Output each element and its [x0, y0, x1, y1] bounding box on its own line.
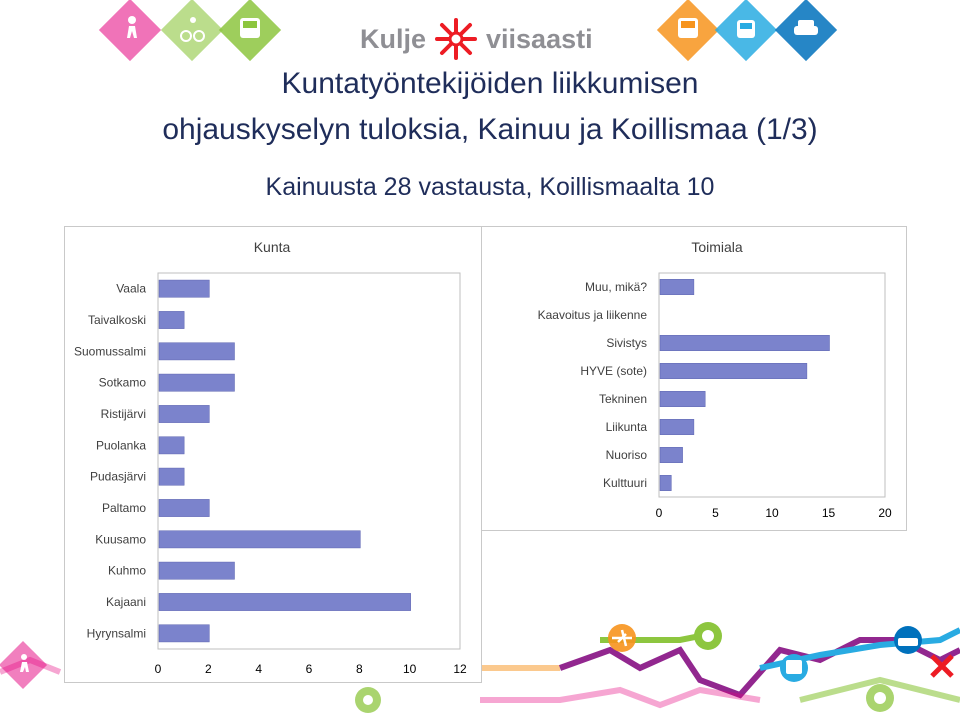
sun-icon — [694, 622, 722, 650]
category-label: Muu, mikä? — [585, 280, 647, 294]
category-label: Tekninen — [599, 392, 647, 406]
toimiala-chart-frame: Toimiala Muu, mikä? Kaavoitus ja liikenne S… — [481, 226, 907, 531]
x-tick-label: 12 — [453, 662, 467, 676]
page-title-line-1: Kuntatyöntekijöiden liikkumisen — [281, 67, 699, 100]
bus-icon — [218, 0, 282, 62]
category-label: Pudasjärvi — [90, 470, 146, 484]
bar — [158, 530, 361, 549]
pedestrian-icon — [0, 640, 48, 690]
page-subtitle: Kainuusta 28 vastausta, Koillismaalta 10 — [265, 173, 715, 201]
chart-title: Kunta — [254, 239, 291, 255]
sun-icon — [355, 687, 381, 713]
bar — [659, 447, 683, 463]
category-label: Nuoriso — [606, 448, 648, 462]
category-label: Hyrynsalmi — [87, 626, 146, 640]
x-tick-label: 4 — [255, 662, 262, 676]
bar — [158, 311, 185, 329]
bar — [158, 593, 411, 611]
category-label: Vaala — [116, 282, 146, 296]
category-label: Taivalkoski — [88, 313, 146, 327]
top-right-icons — [656, 0, 838, 62]
kunta-chart-frame: Kunta Vaala Taivalkoski Suomussalmi Sotkamo R… — [64, 226, 482, 683]
x-tick-label: 0 — [155, 662, 162, 676]
x-tick-label: 2 — [205, 662, 212, 676]
x-tick-label: 6 — [306, 662, 313, 676]
bar — [158, 624, 210, 643]
bar — [158, 467, 185, 486]
category-label: Suomussalmi — [74, 344, 146, 358]
x-tick-label: 15 — [822, 506, 836, 520]
pedestrian-icon — [98, 0, 162, 62]
x-tick-label: 10 — [403, 662, 417, 676]
logo-right-text: viisaasti — [486, 23, 593, 54]
x-tick-label: 8 — [356, 662, 363, 676]
tram-icon — [714, 0, 778, 62]
plot-area — [658, 272, 886, 498]
logo-left-text: Kulje — [360, 23, 427, 54]
bar — [158, 561, 235, 580]
car-icon — [894, 626, 922, 654]
kunta-bar-chart: Kunta Vaala Taivalkoski Suomussalmi Sotkamo R… — [74, 239, 467, 676]
bar — [158, 342, 235, 361]
bar — [659, 475, 672, 491]
bottom-right-icons — [780, 626, 954, 682]
category-label: Kajaani — [106, 595, 146, 609]
category-label: Sivistys — [606, 336, 647, 350]
car-icon — [774, 0, 838, 62]
page-title-line-2: ohjauskyselyn tuloksia, Kainuu ja Koilli… — [162, 113, 818, 146]
category-label: Paltamo — [102, 501, 146, 515]
close-cross-icon — [930, 654, 954, 678]
category-label: Liikunta — [606, 420, 648, 434]
bar — [659, 419, 695, 435]
bar — [158, 373, 235, 392]
sun-icon — [866, 684, 894, 712]
plot-area — [157, 272, 461, 650]
cyclist-icon — [160, 0, 224, 62]
train-icon — [656, 0, 720, 62]
bar — [158, 499, 210, 517]
chart-title: Toimiala — [691, 239, 743, 255]
tram-icon — [780, 654, 808, 682]
category-label: Kulttuuri — [603, 476, 647, 490]
category-label: Sotkamo — [99, 376, 147, 390]
x-tick-label: 0 — [656, 506, 663, 520]
category-label: Kuusamo — [95, 532, 146, 546]
x-tick-label: 20 — [878, 506, 892, 520]
toimiala-bar-chart: Toimiala Muu, mikä? Kaavoitus ja liikenne S… — [538, 239, 892, 520]
bar — [659, 363, 808, 379]
bar — [158, 279, 210, 298]
kulje-viisaasti-logo: Kulje viisaasti — [360, 18, 593, 60]
bar — [659, 391, 706, 407]
top-left-icons — [98, 0, 282, 62]
category-label: Puolanka — [96, 438, 146, 452]
category-label: HYVE (sote) — [580, 364, 647, 378]
bar — [158, 405, 210, 423]
logo-star-icon — [435, 18, 478, 60]
category-label: Kaavoitus ja liikenne — [538, 308, 648, 322]
x-tick-label: 10 — [765, 506, 779, 520]
category-label: Kuhmo — [108, 564, 146, 578]
bar — [659, 279, 695, 295]
category-label: Ristijärvi — [101, 407, 146, 421]
plane-icon — [608, 624, 636, 652]
bottom-left-icons — [0, 640, 48, 690]
x-tick-label: 5 — [712, 506, 719, 520]
bar — [158, 436, 185, 455]
bar — [659, 335, 830, 351]
bottom-middle-icons — [355, 622, 894, 713]
